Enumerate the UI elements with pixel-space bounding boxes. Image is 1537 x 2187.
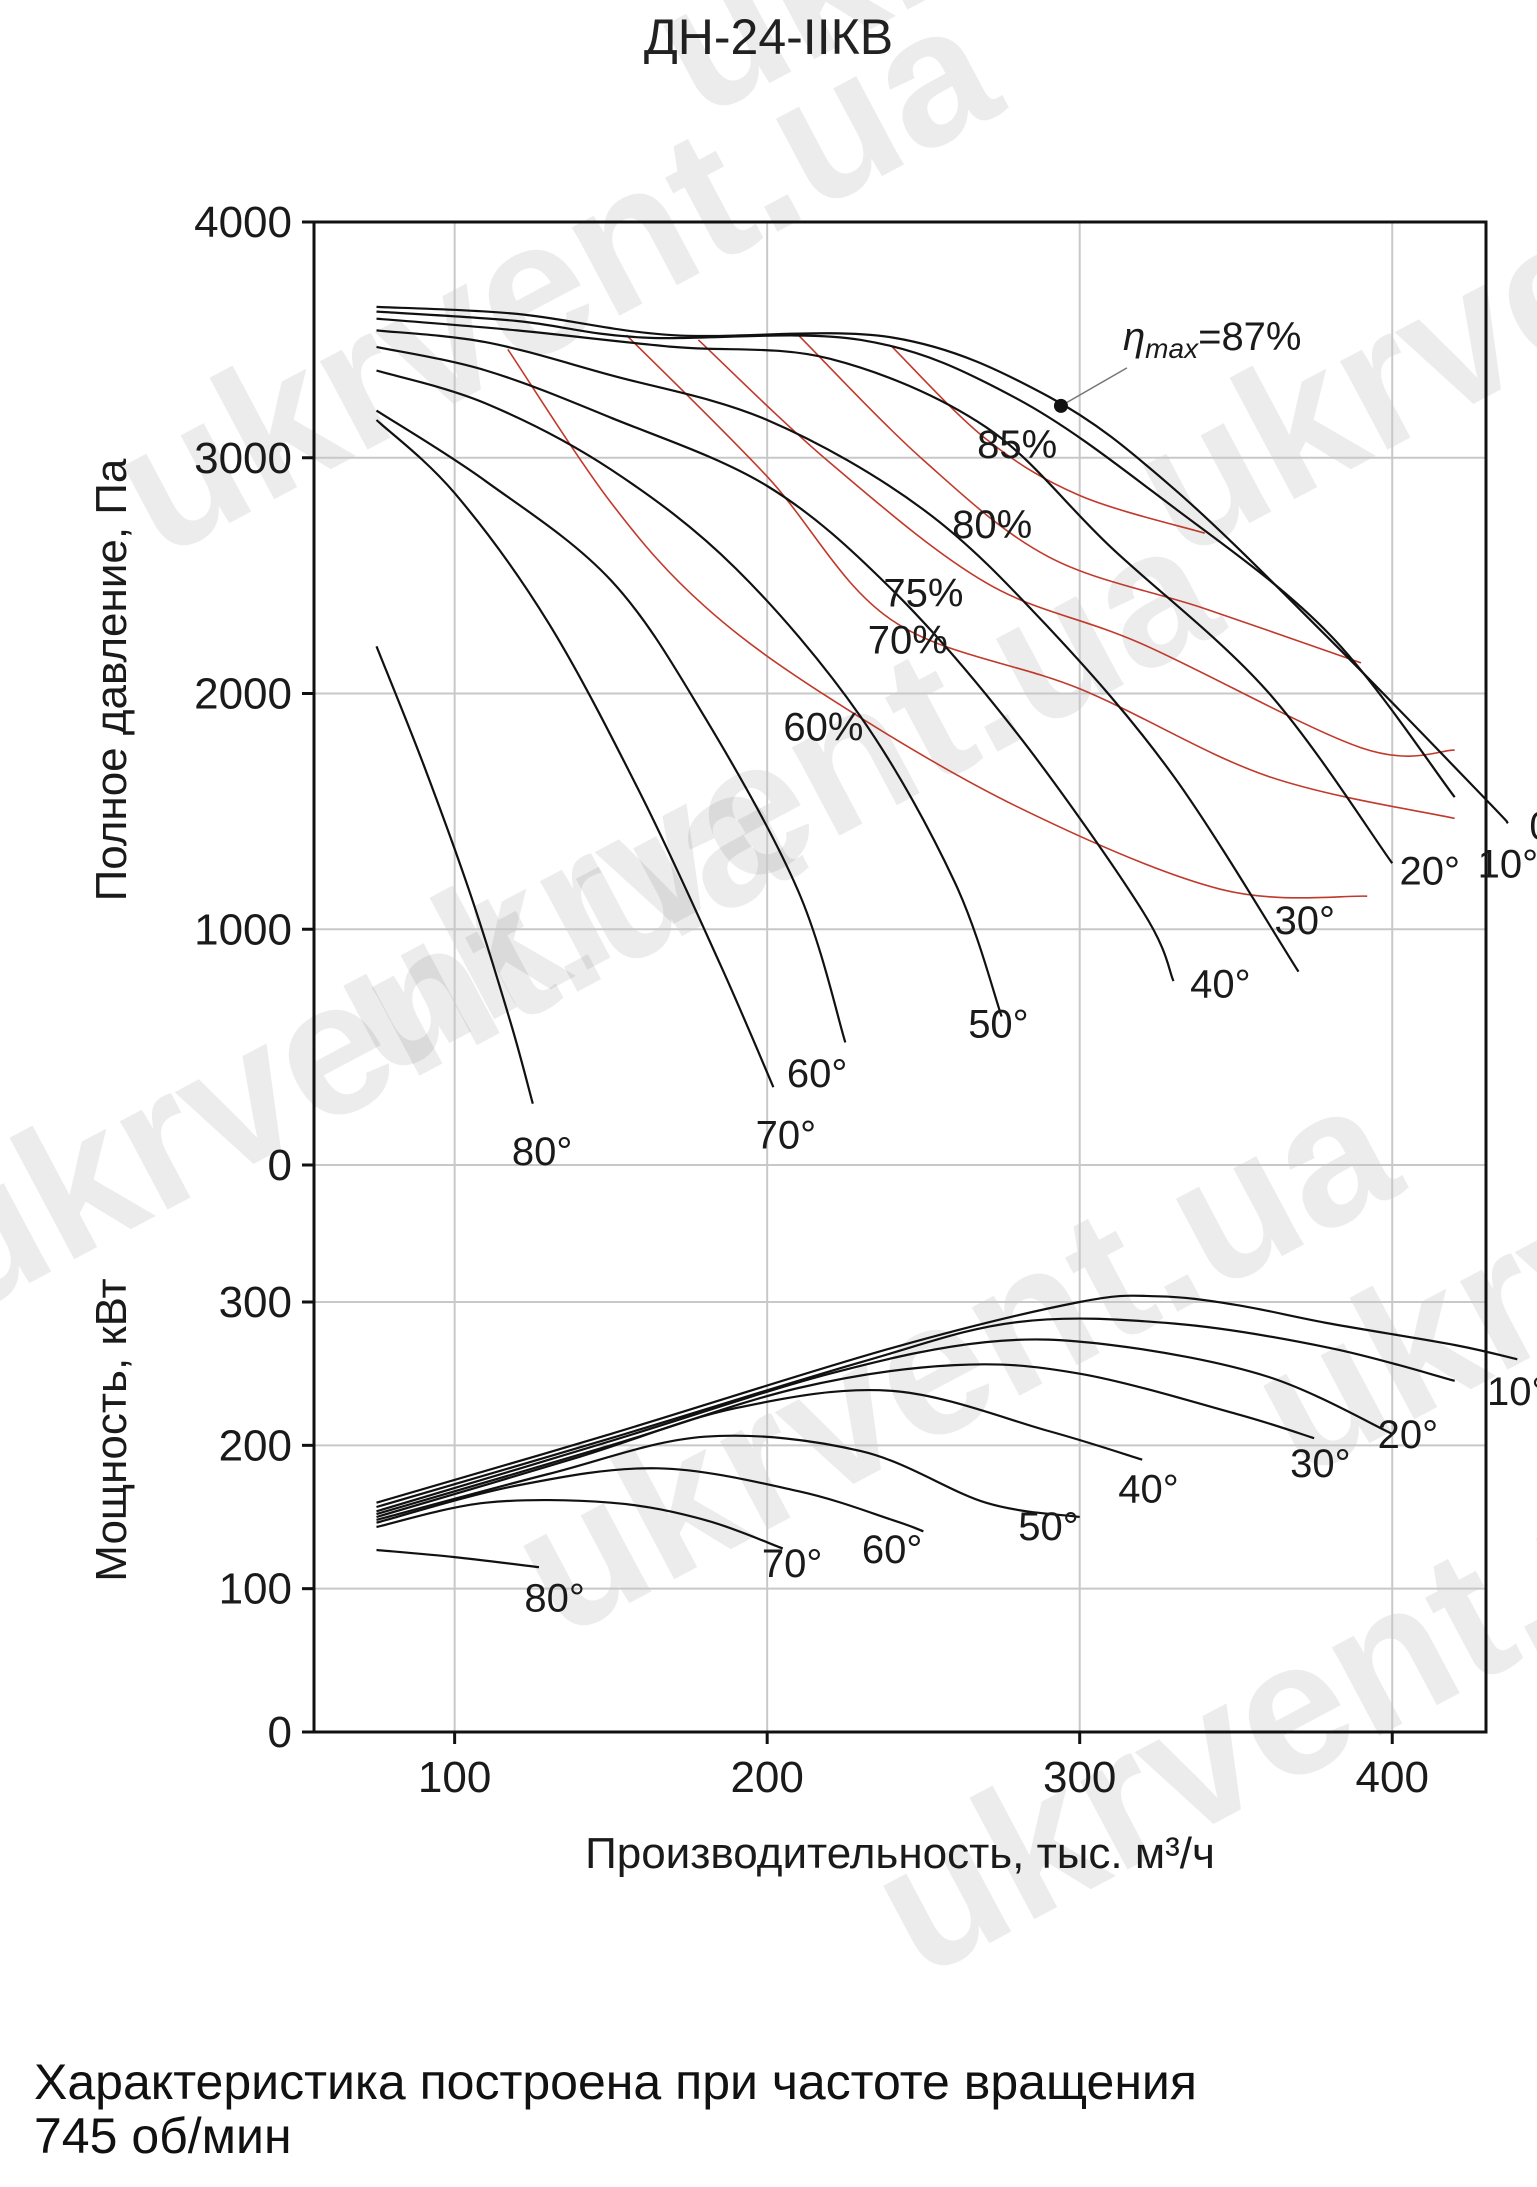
watermark-text: ukrvent.ua	[80, 0, 1029, 596]
axes: 0 1000 2000 3000 4000 0 100 200 300 100 200 300 400	[194, 198, 1429, 1802]
efficiency-label: 85%	[977, 423, 1057, 467]
power-tick-label: 100	[219, 1565, 292, 1614]
pressure-curve	[376, 317, 1394, 864]
characteristic-curves	[375, 305, 1518, 1569]
power-tick-label: 0	[268, 1708, 292, 1757]
power-curve	[376, 1363, 1315, 1516]
x-tick-label: 200	[730, 1753, 803, 1802]
pressure-curve-label: 50°	[968, 1003, 1029, 1047]
watermark-layer: ukrvent.uaukrvent.uaukrvent.uaukrvent.ua…	[0, 0, 1537, 2016]
efficiency-curve	[697, 339, 1455, 757]
pressure-curve-label: 10°	[1478, 842, 1537, 886]
pressure-tick-label: 4000	[194, 198, 292, 247]
pressure-curve	[376, 310, 1456, 798]
power-curve	[376, 1317, 1455, 1509]
watermark-text: ukrvent.ua	[620, 0, 1537, 156]
pressure-curve	[376, 345, 1175, 982]
caption: Характеристика построена при частоте вра…	[34, 2055, 1197, 2163]
pressure-tick-label: 2000	[194, 670, 292, 719]
pressure-curve-label: 40°	[1190, 963, 1251, 1007]
power-tick-label: 300	[219, 1278, 292, 1327]
efficiency-label: 60%	[783, 706, 863, 750]
power-curve-label: 30°	[1290, 1442, 1351, 1486]
efficiency-label: 70%	[868, 618, 948, 662]
x-tick-label: 400	[1356, 1753, 1429, 1802]
power-curve	[376, 1498, 784, 1550]
x-tick-label: 300	[1043, 1753, 1116, 1802]
eta-value: =87%	[1198, 315, 1301, 359]
pressure-tick-label: 0	[268, 1141, 292, 1190]
pressure-curve	[376, 329, 1300, 973]
pressure-tick-label: 3000	[194, 434, 292, 483]
pressure-curve-label: 0°	[1529, 805, 1537, 849]
efficiency-curve	[625, 334, 1455, 820]
efficiency-curves	[507, 334, 1455, 899]
watermark-text: ukrvent.ua	[1100, 0, 1537, 596]
efficiency-curve	[891, 346, 1205, 534]
power-curve	[376, 1434, 1080, 1521]
pressure-axis-label: Полное давление, Па	[87, 458, 136, 901]
power-curve-label: 0°	[1536, 1321, 1537, 1365]
eta-max-annotation: ηmax=87%	[1053, 315, 1302, 413]
x-axis-label: Производительность, тыс. м³/ч	[585, 1829, 1215, 1878]
plot-frame	[312, 220, 1488, 1734]
eta-subscript: max	[1145, 333, 1199, 364]
pressure-curve	[375, 645, 534, 1104]
eta-symbol: η	[1123, 315, 1145, 359]
pressure-curve-label: 30°	[1274, 899, 1335, 943]
power-curve-label: 40°	[1118, 1468, 1179, 1512]
power-curve	[376, 1467, 924, 1533]
eta-leader-line	[1060, 367, 1128, 407]
chart-title: ДН-24-IIКВ	[643, 9, 894, 65]
power-curve-label: 80°	[524, 1577, 585, 1621]
efficiency-label: 75%	[883, 571, 963, 615]
pressure-curve	[376, 305, 1509, 824]
eta-max-label: ηmax=87%	[1123, 315, 1302, 364]
power-curve	[376, 1548, 540, 1569]
power-curve-label: 60°	[862, 1528, 923, 1572]
fan-characteristic-chart: ukrvent.uaukrvent.uaukrvent.uaukrvent.ua…	[0, 0, 1537, 2016]
caption-line-2: 745 об/мин	[34, 2108, 292, 2164]
power-curve	[376, 1388, 1143, 1519]
pressure-curve	[376, 369, 1003, 1017]
pressure-curve-label: 80°	[512, 1130, 573, 1174]
pressure-curve	[375, 419, 775, 1088]
pressure-curve-label: 20°	[1399, 849, 1460, 893]
pressure-curve-label: 70°	[756, 1113, 817, 1157]
pressure-tick-label: 1000	[194, 905, 292, 954]
power-curve	[376, 1294, 1518, 1504]
x-tick-label: 100	[418, 1753, 491, 1802]
power-tick-label: 200	[219, 1421, 292, 1470]
efficiency-label: 80%	[952, 503, 1032, 547]
caption-line-1: Характеристика построена при частоте вра…	[34, 2054, 1197, 2110]
power-curve-label: 50°	[1018, 1505, 1079, 1549]
curve-labels: 85%80%75%70%60%0°10°20°30°40°50°60°70°80…	[512, 423, 1537, 1621]
power-axis-label: Мощность, кВт	[87, 1278, 136, 1581]
power-curve-label: 70°	[762, 1542, 823, 1586]
eta-max-point	[1053, 398, 1068, 413]
efficiency-curve	[507, 348, 1368, 899]
power-curve-label: 20°	[1378, 1413, 1439, 1457]
power-curve-label: 10°	[1487, 1370, 1537, 1414]
pressure-curve-label: 60°	[787, 1052, 848, 1096]
power-curve	[376, 1338, 1393, 1513]
pressure-curve	[375, 409, 847, 1043]
efficiency-curve	[797, 334, 1362, 664]
